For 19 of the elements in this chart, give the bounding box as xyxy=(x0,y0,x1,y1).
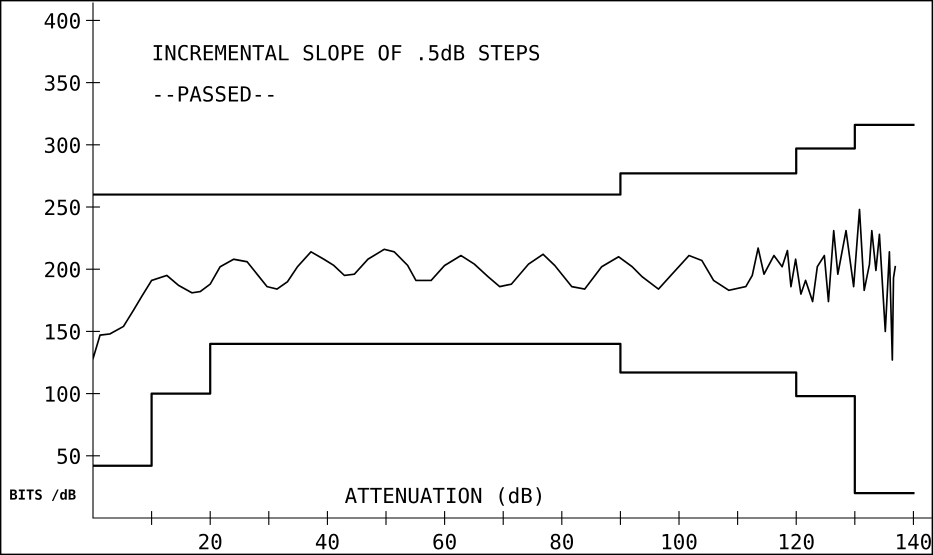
x-axis-title: ATTENUATION (dB) xyxy=(345,487,541,506)
x-tick-label: 20 xyxy=(199,534,222,550)
x-tick-label: 140 xyxy=(897,534,931,550)
y-tick-label: 400 xyxy=(44,12,80,29)
y-tick-label: 350 xyxy=(44,75,80,91)
x-tick-label: 60 xyxy=(433,534,456,550)
y-tick-label: 250 xyxy=(45,200,80,216)
y-axis-title: BITS /dB xyxy=(10,489,76,501)
y-tick-label: 100 xyxy=(46,386,80,402)
y-tick-label: 300 xyxy=(44,137,80,154)
y-tick-label: 50 xyxy=(58,448,80,464)
y-tick-label: 150 xyxy=(46,324,80,340)
x-tick-label: 100 xyxy=(662,534,696,550)
annotation: --PASSED-- xyxy=(155,86,274,102)
x-tick-label: 40 xyxy=(316,534,339,550)
text: INCREMENTAL SLOPE OF .5dB STEPS xyxy=(154,44,540,61)
y-tick-label: 200 xyxy=(45,262,80,278)
x-tick-label: 120 xyxy=(780,534,814,550)
x-tick-label: 80 xyxy=(550,534,574,550)
